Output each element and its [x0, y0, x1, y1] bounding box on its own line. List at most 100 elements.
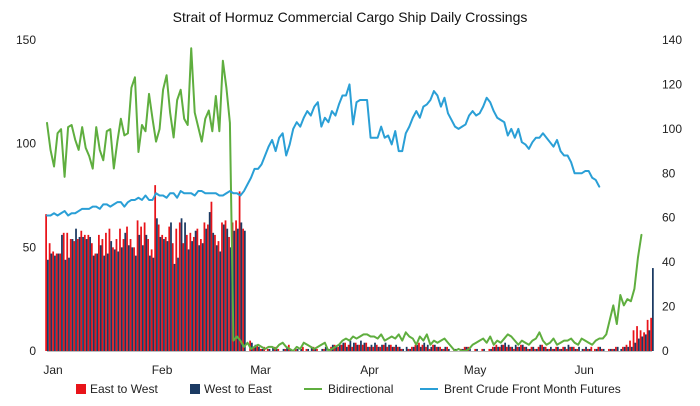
bar-east-to-west: [632, 330, 635, 351]
bar-west-to-east: [103, 255, 106, 351]
bar-west-to-east: [423, 342, 426, 351]
bar-east-to-west: [506, 346, 508, 351]
bar-east-to-west: [112, 247, 114, 351]
y-right-tick-label: 140: [662, 33, 682, 47]
bar-east-to-west: [178, 222, 181, 351]
bar-east-to-west: [583, 348, 586, 351]
bar-west-to-east: [251, 342, 253, 351]
bar-west-to-east: [637, 338, 640, 351]
bar-east-to-west: [242, 228, 244, 351]
bar-west-to-east: [641, 336, 644, 351]
bar-east-to-west: [210, 201, 213, 351]
bar-west-to-east: [254, 344, 257, 351]
bar-west-to-east: [138, 234, 141, 351]
bar-west-to-east: [585, 346, 587, 351]
bar-east-to-west: [590, 346, 593, 351]
bar-west-to-east: [388, 344, 390, 351]
bar-west-to-east: [321, 348, 324, 351]
bar-west-to-east: [342, 342, 345, 351]
bar-east-to-west: [396, 346, 399, 351]
y-left-tick-label: 150: [16, 33, 36, 47]
bar-west-to-east: [648, 330, 651, 351]
bar-west-to-east: [374, 342, 376, 351]
bar-east-to-west: [164, 236, 167, 351]
bar-west-to-east: [226, 228, 229, 351]
bar-west-to-east: [511, 346, 514, 351]
bar-east-to-west: [537, 346, 540, 351]
bar-east-to-west: [407, 348, 410, 351]
bar-east-to-west: [597, 346, 600, 351]
bar-east-to-west: [615, 346, 617, 351]
bar-west-to-east: [219, 251, 222, 351]
bar-west-to-east: [310, 346, 313, 351]
bar-west-to-east: [338, 344, 341, 351]
bar-west-to-east: [528, 348, 531, 351]
bar-west-to-east: [61, 234, 63, 351]
bar-west-to-east: [634, 342, 637, 351]
bar-east-to-west: [379, 346, 382, 351]
bar-west-to-east: [447, 348, 450, 351]
bar-west-to-east: [335, 346, 338, 351]
bar-west-to-east: [616, 346, 619, 351]
bar-west-to-east: [398, 346, 401, 351]
bar-east-to-west: [375, 344, 378, 351]
bar-east-to-west: [316, 348, 318, 351]
bar-west-to-east: [395, 344, 397, 351]
bar-west-to-east: [360, 340, 362, 351]
bar-west-to-east: [54, 255, 56, 351]
bar-west-to-east: [300, 348, 303, 351]
chart-title: Strait of Hormuz Commercial Cargo Ship D…: [173, 9, 528, 25]
bar-east-to-west: [217, 241, 220, 351]
bar-west-to-east: [595, 348, 598, 351]
bar-west-to-east: [444, 346, 447, 351]
bar-west-to-east: [630, 346, 633, 351]
bar-east-to-west: [323, 348, 325, 351]
bar-east-to-west: [386, 346, 389, 351]
bar-east-to-west: [474, 348, 477, 351]
bar-east-to-west: [133, 247, 135, 351]
bar-west-to-east: [402, 348, 405, 351]
bar-east-to-west: [358, 344, 361, 351]
legend-swatch: [190, 384, 200, 394]
bar-west-to-east: [644, 334, 647, 351]
bar-west-to-east: [78, 236, 81, 351]
bar-east-to-west: [185, 234, 188, 351]
y-left-tick-label: 50: [23, 240, 37, 254]
x-tick-label: Apr: [360, 363, 379, 377]
bar-west-to-east: [514, 344, 517, 351]
bar-west-to-east: [96, 253, 99, 351]
bar-east-to-west: [439, 346, 441, 351]
bar-west-to-east: [363, 342, 366, 351]
bar-east-to-west: [488, 348, 491, 351]
bar-east-to-west: [69, 239, 72, 351]
bar-east-to-west: [368, 346, 371, 351]
bar-west-to-east: [113, 249, 116, 351]
bar-west-to-east: [272, 346, 274, 351]
bar-west-to-east: [476, 348, 478, 351]
bar-west-to-east: [521, 344, 524, 351]
bar-west-to-east: [497, 346, 499, 351]
bar-east-to-west: [200, 239, 202, 351]
bar-west-to-east: [542, 346, 545, 351]
bar-east-to-west: [52, 251, 55, 351]
bar-west-to-east: [99, 245, 102, 351]
bar-west-to-east: [177, 257, 179, 351]
bar-east-to-west: [513, 348, 515, 351]
bar-west-to-east: [419, 346, 422, 351]
bar-east-to-west: [129, 239, 132, 351]
bar-east-to-west: [442, 348, 445, 351]
bar-west-to-east: [149, 255, 151, 351]
bar-west-to-east: [134, 255, 137, 351]
bar-west-to-east: [268, 348, 271, 351]
bar-west-to-east: [85, 239, 88, 351]
bar-west-to-east: [222, 224, 225, 351]
bar-east-to-west: [115, 239, 118, 351]
bar-west-to-east: [370, 344, 373, 351]
bar-west-to-east: [215, 245, 218, 351]
bar-east-to-west: [393, 346, 396, 351]
bar-west-to-east: [106, 253, 109, 351]
bar-east-to-west: [161, 234, 164, 351]
bar-east-to-west: [491, 346, 494, 351]
bar-east-to-west: [76, 239, 79, 351]
bar-east-to-west: [235, 220, 237, 351]
